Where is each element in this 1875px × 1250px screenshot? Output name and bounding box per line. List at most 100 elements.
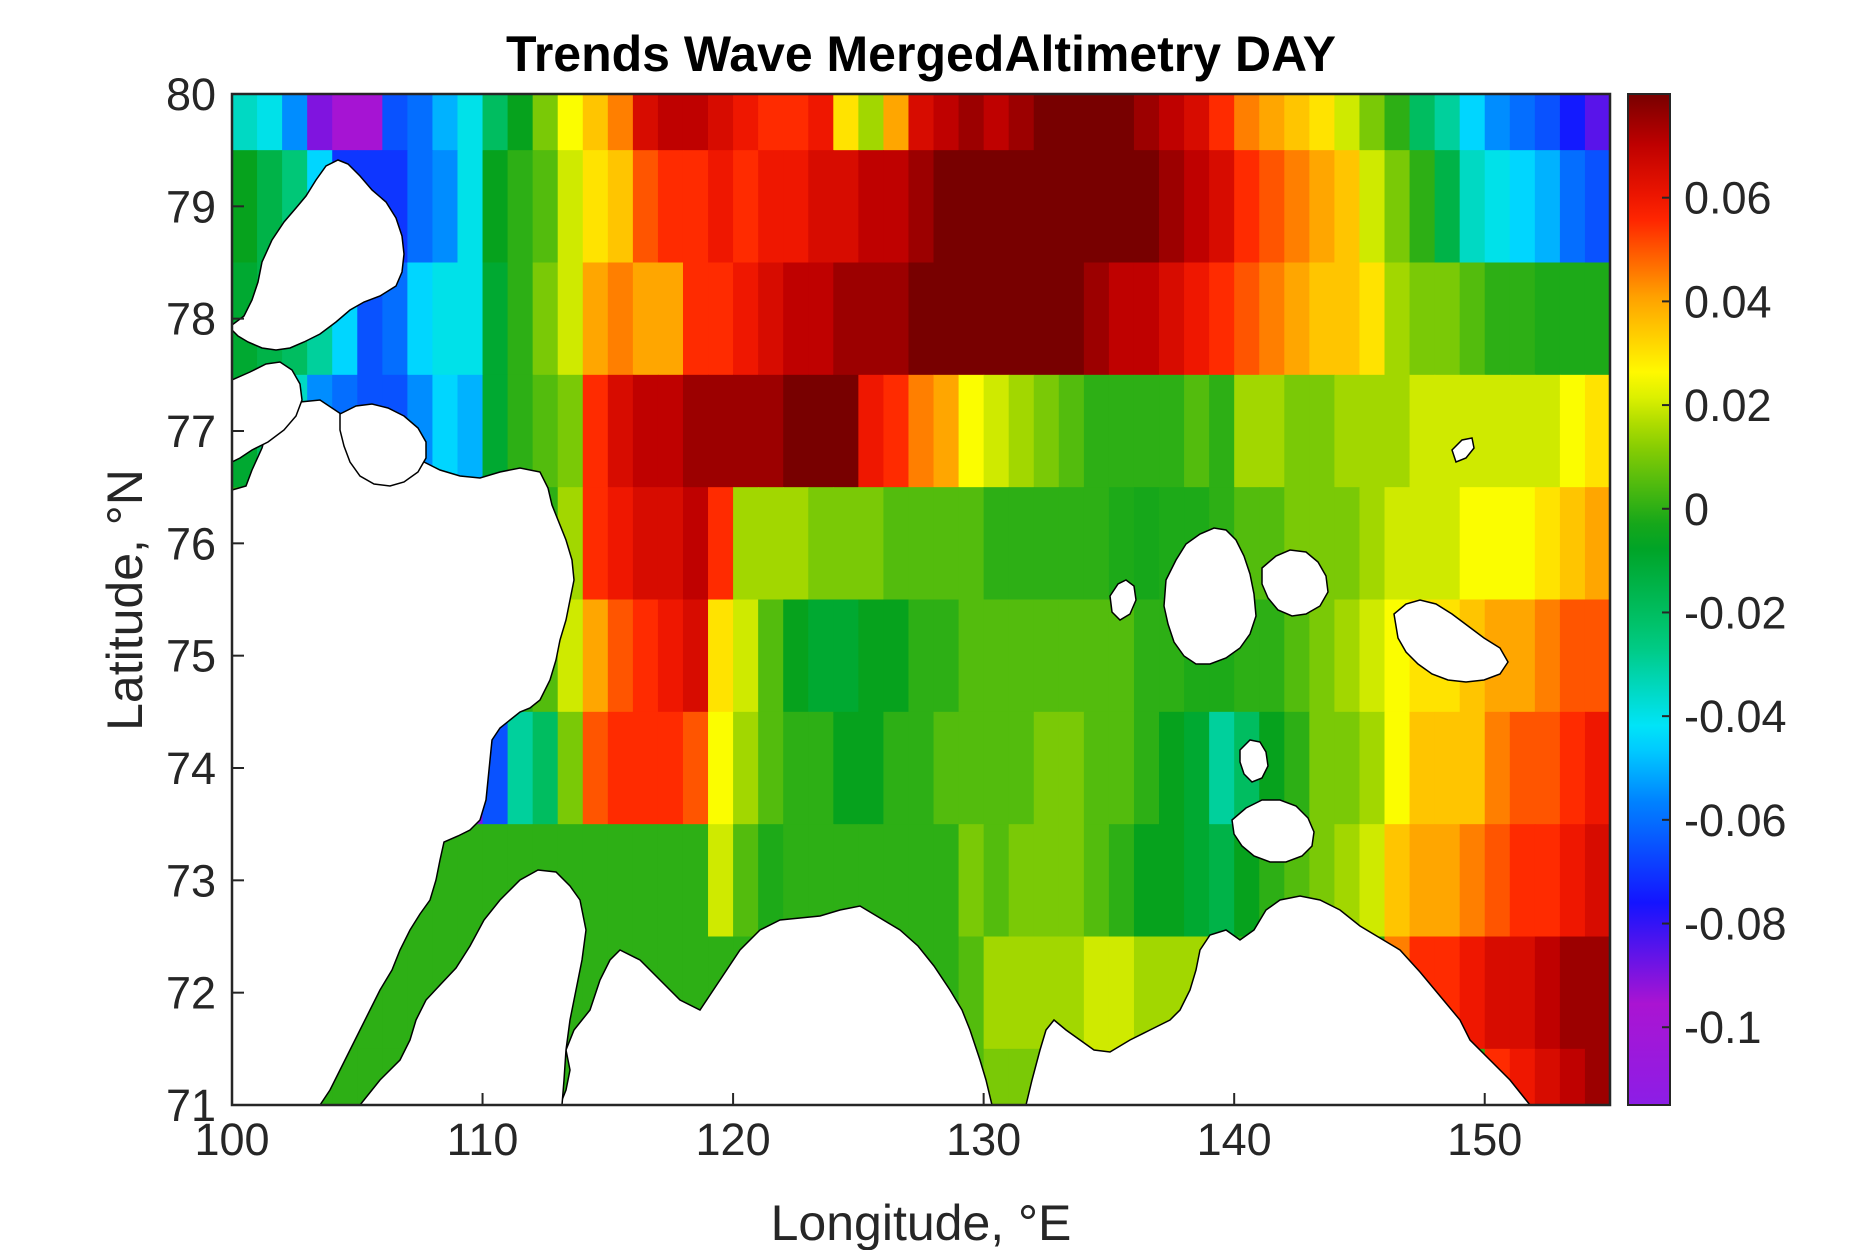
trend-cell bbox=[908, 487, 935, 601]
trend-cell bbox=[1133, 262, 1160, 376]
trend-cell bbox=[1159, 711, 1185, 825]
trend-cell bbox=[607, 374, 634, 488]
trend-cell bbox=[1534, 94, 1561, 151]
trend-cell bbox=[1584, 1048, 1610, 1105]
trend-cell bbox=[607, 711, 634, 825]
trend-cell bbox=[1184, 262, 1210, 376]
trend-cell bbox=[1359, 374, 1386, 488]
trend-cell bbox=[582, 711, 609, 825]
trend-cell bbox=[733, 262, 759, 376]
trend-cell bbox=[733, 599, 759, 713]
trend-cell bbox=[958, 711, 985, 825]
trend-cell bbox=[1008, 824, 1035, 938]
trend-cell bbox=[1159, 824, 1185, 938]
trend-cell bbox=[733, 711, 759, 825]
trend-cell bbox=[1459, 824, 1486, 938]
trend-cell bbox=[733, 824, 759, 938]
trend-cell bbox=[582, 150, 609, 264]
trend-cell bbox=[582, 599, 609, 713]
trend-cell bbox=[1108, 94, 1135, 151]
trend-cell bbox=[983, 487, 1010, 601]
trend-cell bbox=[833, 262, 859, 376]
trend-cell bbox=[1209, 824, 1235, 938]
trend-cell bbox=[1484, 487, 1511, 601]
trend-cell bbox=[1033, 94, 1060, 151]
trend-cell bbox=[1584, 262, 1610, 376]
trend-cell bbox=[657, 824, 684, 938]
trend-cell bbox=[1033, 150, 1060, 264]
trend-cell bbox=[1133, 487, 1160, 601]
trend-cell bbox=[1033, 599, 1060, 713]
trend-cell bbox=[1309, 94, 1335, 151]
island-bolshevik bbox=[232, 361, 303, 463]
trend-cell bbox=[407, 262, 434, 376]
trend-cell bbox=[758, 150, 784, 264]
trend-cell bbox=[632, 824, 659, 938]
trend-cell bbox=[1509, 936, 1536, 1050]
trend-cell bbox=[1434, 94, 1461, 151]
trend-cell bbox=[1359, 262, 1386, 376]
trend-cell bbox=[632, 374, 659, 488]
trend-cell bbox=[457, 150, 484, 264]
trend-cell bbox=[607, 824, 634, 938]
trend-cell bbox=[607, 262, 634, 376]
trend-cell bbox=[1534, 487, 1561, 601]
trend-cell bbox=[883, 711, 910, 825]
trend-cell bbox=[758, 711, 784, 825]
trend-cell bbox=[1359, 487, 1386, 601]
trend-cell bbox=[1033, 262, 1060, 376]
trend-cell bbox=[758, 94, 784, 151]
trend-cell bbox=[1058, 599, 1085, 713]
x-tick-label: 130 bbox=[946, 1114, 1021, 1165]
trend-cell bbox=[1509, 711, 1536, 825]
island-kotelny bbox=[1163, 527, 1257, 665]
trend-cell bbox=[1309, 374, 1335, 488]
plot-frame bbox=[230, 92, 1612, 1107]
colorbar-tick-label: 0.06 bbox=[1684, 173, 1772, 224]
trend-cell bbox=[883, 150, 910, 264]
trend-cell bbox=[657, 599, 684, 713]
trend-cell bbox=[1133, 711, 1160, 825]
trend-cell bbox=[607, 94, 634, 151]
trend-cell bbox=[833, 599, 859, 713]
trend-cell bbox=[1534, 936, 1561, 1050]
trend-cell bbox=[682, 711, 709, 825]
trend-cell bbox=[1133, 94, 1160, 151]
trend-cell bbox=[1108, 262, 1135, 376]
trend-cell bbox=[482, 262, 509, 376]
trend-cell bbox=[1008, 374, 1035, 488]
trend-cell bbox=[1384, 374, 1411, 488]
y-tick-label: 79 bbox=[166, 181, 216, 232]
trend-cell bbox=[407, 150, 434, 264]
x-tick-label: 140 bbox=[1197, 1114, 1272, 1165]
trend-cell bbox=[933, 262, 960, 376]
trend-cell bbox=[682, 487, 709, 601]
trend-cell bbox=[1459, 94, 1486, 151]
trend-cell bbox=[1509, 94, 1536, 151]
trend-cell bbox=[1459, 487, 1486, 601]
trend-cell bbox=[557, 150, 584, 264]
trend-cell bbox=[1484, 936, 1511, 1050]
trend-cell bbox=[958, 374, 985, 488]
trend-cell bbox=[1334, 711, 1361, 825]
trend-cell bbox=[582, 487, 609, 601]
trend-cell bbox=[1033, 711, 1060, 825]
trend-cell bbox=[858, 711, 885, 825]
trend-cell bbox=[1534, 1048, 1561, 1105]
trend-cell bbox=[733, 94, 759, 151]
trend-cell bbox=[1509, 487, 1536, 601]
trend-cell bbox=[1559, 262, 1586, 376]
trend-cell bbox=[582, 94, 609, 151]
trend-cell bbox=[657, 711, 684, 825]
trend-cell bbox=[507, 711, 534, 825]
trend-cell bbox=[1033, 824, 1060, 938]
trend-cell bbox=[1108, 936, 1135, 1050]
trend-cell bbox=[1509, 374, 1536, 488]
trend-cell bbox=[733, 150, 759, 264]
trend-cell bbox=[232, 94, 258, 151]
trend-cell bbox=[1334, 487, 1361, 601]
trend-cell bbox=[1484, 94, 1511, 151]
trend-cell bbox=[1108, 487, 1135, 601]
trend-cell bbox=[983, 599, 1010, 713]
trend-cell bbox=[708, 94, 734, 151]
